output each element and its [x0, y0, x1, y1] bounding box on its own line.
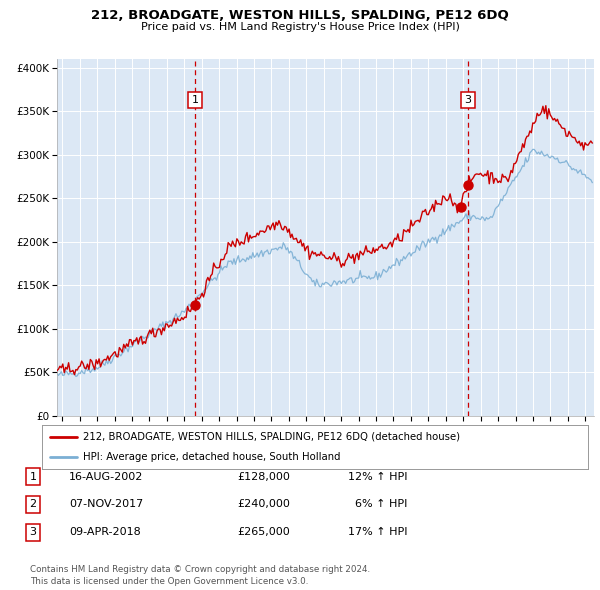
Text: £128,000: £128,000	[237, 472, 290, 481]
Text: HPI: Average price, detached house, South Holland: HPI: Average price, detached house, Sout…	[83, 452, 340, 462]
Text: 17% ↑ HPI: 17% ↑ HPI	[348, 527, 407, 537]
Text: 3: 3	[29, 527, 37, 537]
Text: 212, BROADGATE, WESTON HILLS, SPALDING, PE12 6DQ (detached house): 212, BROADGATE, WESTON HILLS, SPALDING, …	[83, 432, 460, 442]
Text: £240,000: £240,000	[237, 500, 290, 509]
Text: 3: 3	[464, 95, 472, 105]
Text: Contains HM Land Registry data © Crown copyright and database right 2024.: Contains HM Land Registry data © Crown c…	[30, 565, 370, 574]
Text: 12% ↑ HPI: 12% ↑ HPI	[348, 472, 407, 481]
Text: £265,000: £265,000	[237, 527, 290, 537]
Text: Price paid vs. HM Land Registry's House Price Index (HPI): Price paid vs. HM Land Registry's House …	[140, 22, 460, 32]
Text: This data is licensed under the Open Government Licence v3.0.: This data is licensed under the Open Gov…	[30, 577, 308, 586]
Text: 07-NOV-2017: 07-NOV-2017	[69, 500, 143, 509]
Text: 09-APR-2018: 09-APR-2018	[69, 527, 141, 537]
Text: 16-AUG-2002: 16-AUG-2002	[69, 472, 143, 481]
Text: 2: 2	[29, 500, 37, 509]
Text: 212, BROADGATE, WESTON HILLS, SPALDING, PE12 6DQ: 212, BROADGATE, WESTON HILLS, SPALDING, …	[91, 9, 509, 22]
Text: 1: 1	[29, 472, 37, 481]
Text: 1: 1	[191, 95, 199, 105]
Text: 6% ↑ HPI: 6% ↑ HPI	[348, 500, 407, 509]
